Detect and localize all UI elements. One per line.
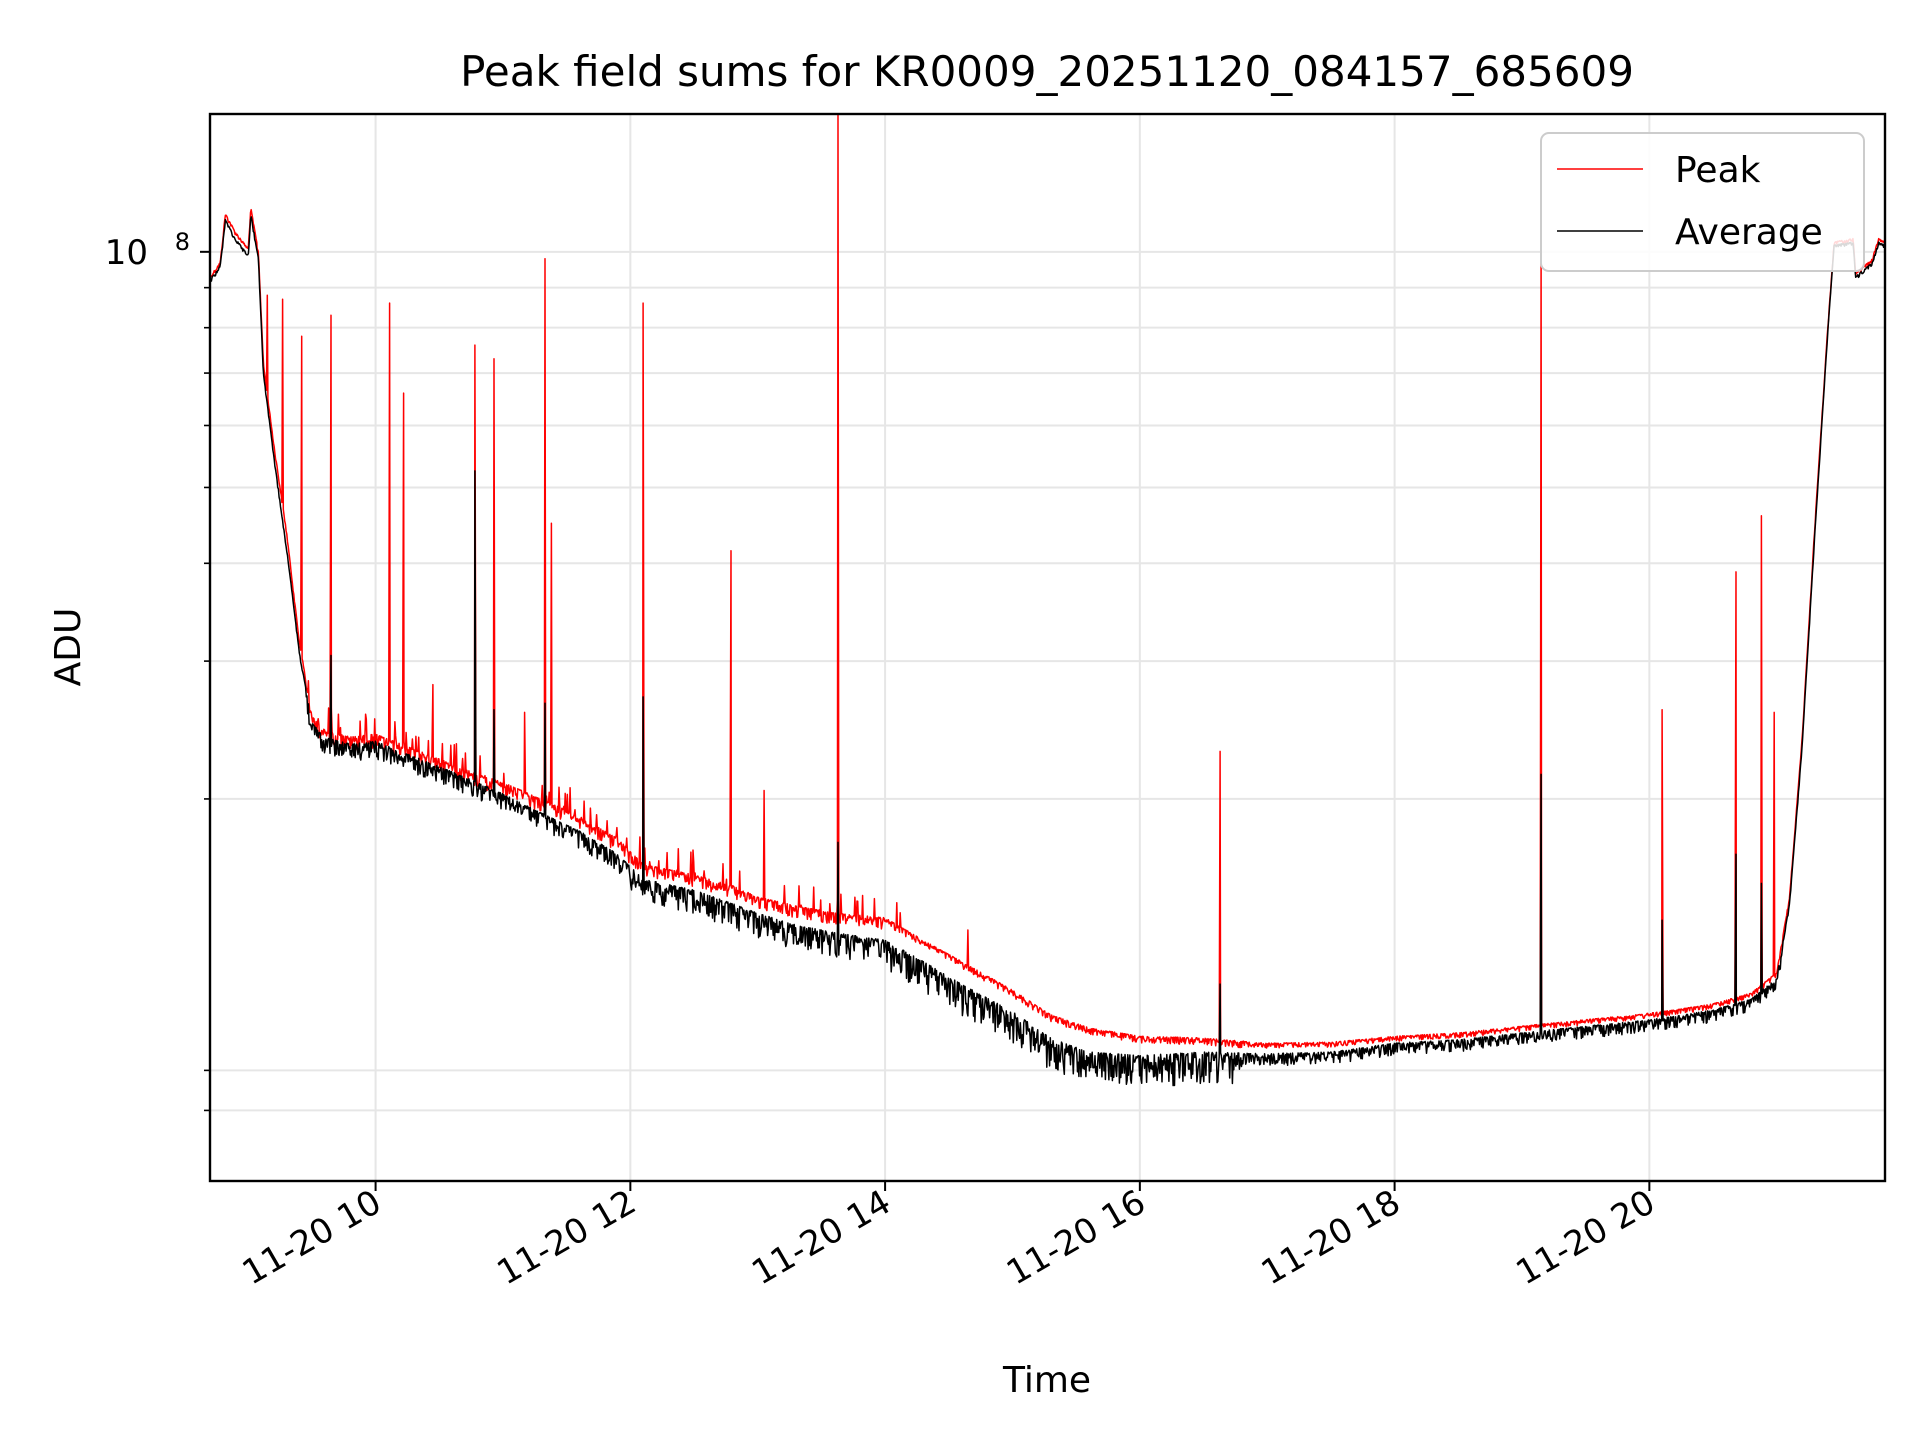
axis-ticks: 11-20 10 11-20 12 11-20 14 11-20 16 11-20 18… — [105, 228, 1662, 1293]
x-tick-label: 11-20 14 — [745, 1182, 897, 1293]
x-tick-label: 11-20 18 — [1255, 1182, 1407, 1293]
plot-area — [210, 114, 1885, 1087]
x-axis-label: Time — [1002, 1360, 1091, 1401]
y-tick-label: 10 — [105, 233, 148, 273]
y-axis-label: ADU — [48, 608, 89, 687]
legend-peak-label: Peak — [1675, 150, 1761, 191]
series-line-peak — [210, 114, 1885, 1049]
x-tick-label: 11-20 20 — [1509, 1182, 1661, 1293]
grid — [210, 114, 1885, 1181]
y-tick-label-base: 10 — [105, 233, 148, 273]
legend-average-label: Average — [1675, 212, 1823, 253]
chart-title: Peak field sums for KR0009_20251120_0841… — [460, 47, 1634, 96]
legend: Peak Average — [1540, 132, 1865, 272]
y-tick-label-exponent: 8 — [175, 228, 190, 256]
x-tick-label: 11-20 16 — [1000, 1182, 1152, 1293]
series-line-average — [210, 216, 1885, 1087]
axes-frame — [208, 112, 1887, 1183]
legend-box — [1540, 132, 1865, 272]
x-tick-label: 11-20 12 — [490, 1182, 642, 1293]
x-tick-label: 11-20 10 — [236, 1182, 388, 1293]
